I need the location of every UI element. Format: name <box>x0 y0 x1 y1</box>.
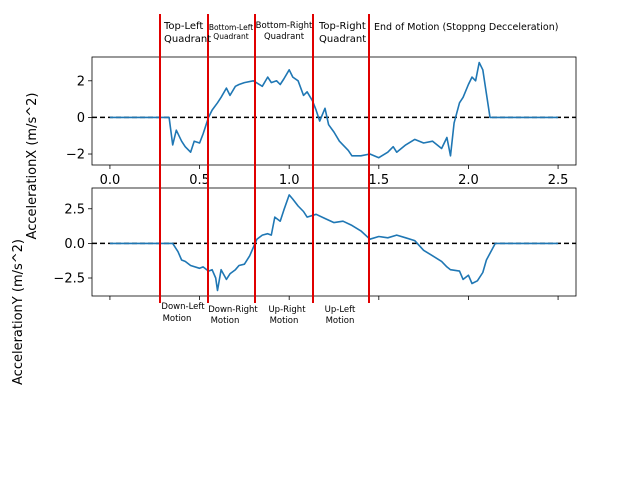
annotation-top-right-2: Quadrant <box>319 34 366 45</box>
annotation-bottom-right: Bottom-Right <box>256 21 313 31</box>
motion-annotations: Down-Left Motion Down-Right Motion Up-Ri… <box>161 302 356 326</box>
annotation-down-left-2: Motion <box>163 314 192 324</box>
ytick-label: −2 <box>66 148 85 163</box>
annotation-up-left-2: Motion <box>326 316 355 326</box>
annotation-bottom-left: Bottom-Left <box>209 23 253 32</box>
xtick-label: 0.0 <box>100 173 121 188</box>
acceleration-y-ylabel: AccelerationY (m/s^2) <box>11 239 26 385</box>
annotation-up-right: Up-Right <box>268 305 306 315</box>
acceleration-x-plot-frame <box>91 56 577 166</box>
xtick-label: 2.5 <box>548 173 569 188</box>
annotation-top-right: Top-Right <box>318 21 366 32</box>
xtick-label: 1.5 <box>368 173 389 188</box>
acceleration-x-series-line <box>109 61 559 159</box>
xtick-label: 2.0 <box>458 173 479 188</box>
acceleration-x-axes: −2 0 2 0.0 0.5 1.0 1.5 2.0 2.5 AccelerationX (m… <box>25 56 577 240</box>
ytick-label: 0.0 <box>64 237 85 252</box>
acceleration-x-xticks: 0.0 0.5 1.0 1.5 2.0 2.5 <box>100 165 569 188</box>
acceleration-y-axes: −2.5 0.0 2.5 AccelerationY (m/s^2) <box>11 187 577 385</box>
annotation-down-right-2: Motion <box>211 316 240 326</box>
acceleration-y-xticks <box>109 296 559 300</box>
acceleration-y-plot-frame <box>91 187 577 297</box>
acceleration-y-yticks: −2.5 0.0 2.5 <box>53 202 92 287</box>
annotation-down-left: Down-Left <box>161 302 205 312</box>
annotation-top-left-2: Quadrant <box>164 34 211 45</box>
annotation-top-left: Top-Left <box>163 21 203 32</box>
ytick-label: 2 <box>77 74 85 89</box>
ytick-label: 0 <box>77 111 85 126</box>
xtick-label: 1.0 <box>279 173 300 188</box>
acceleration-x-ylabel: AccelerationX (m/s^2) <box>25 93 40 240</box>
xtick-label: 0.5 <box>189 173 210 188</box>
annotation-up-left: Up-Left <box>325 305 356 315</box>
annotation-bottom-right-2: Quadrant <box>264 32 305 42</box>
ytick-label: −2.5 <box>53 272 85 287</box>
acceleration-x-yticks: −2 0 2 <box>66 74 92 163</box>
annotation-up-right-2: Motion <box>270 316 299 326</box>
quadrant-annotations: Top-Left Quadrant Bottom-Left Quadrant B… <box>163 21 558 45</box>
motion-dividers <box>159 14 370 303</box>
annotation-bottom-left-2: Quadrant <box>213 32 248 41</box>
annotation-down-right: Down-Right <box>208 305 258 315</box>
acceleration-y-series-line <box>109 194 559 292</box>
annotation-end-of-motion: End of Motion (Stoppng Decceleration) <box>374 22 558 33</box>
ytick-label: 2.5 <box>64 202 85 217</box>
